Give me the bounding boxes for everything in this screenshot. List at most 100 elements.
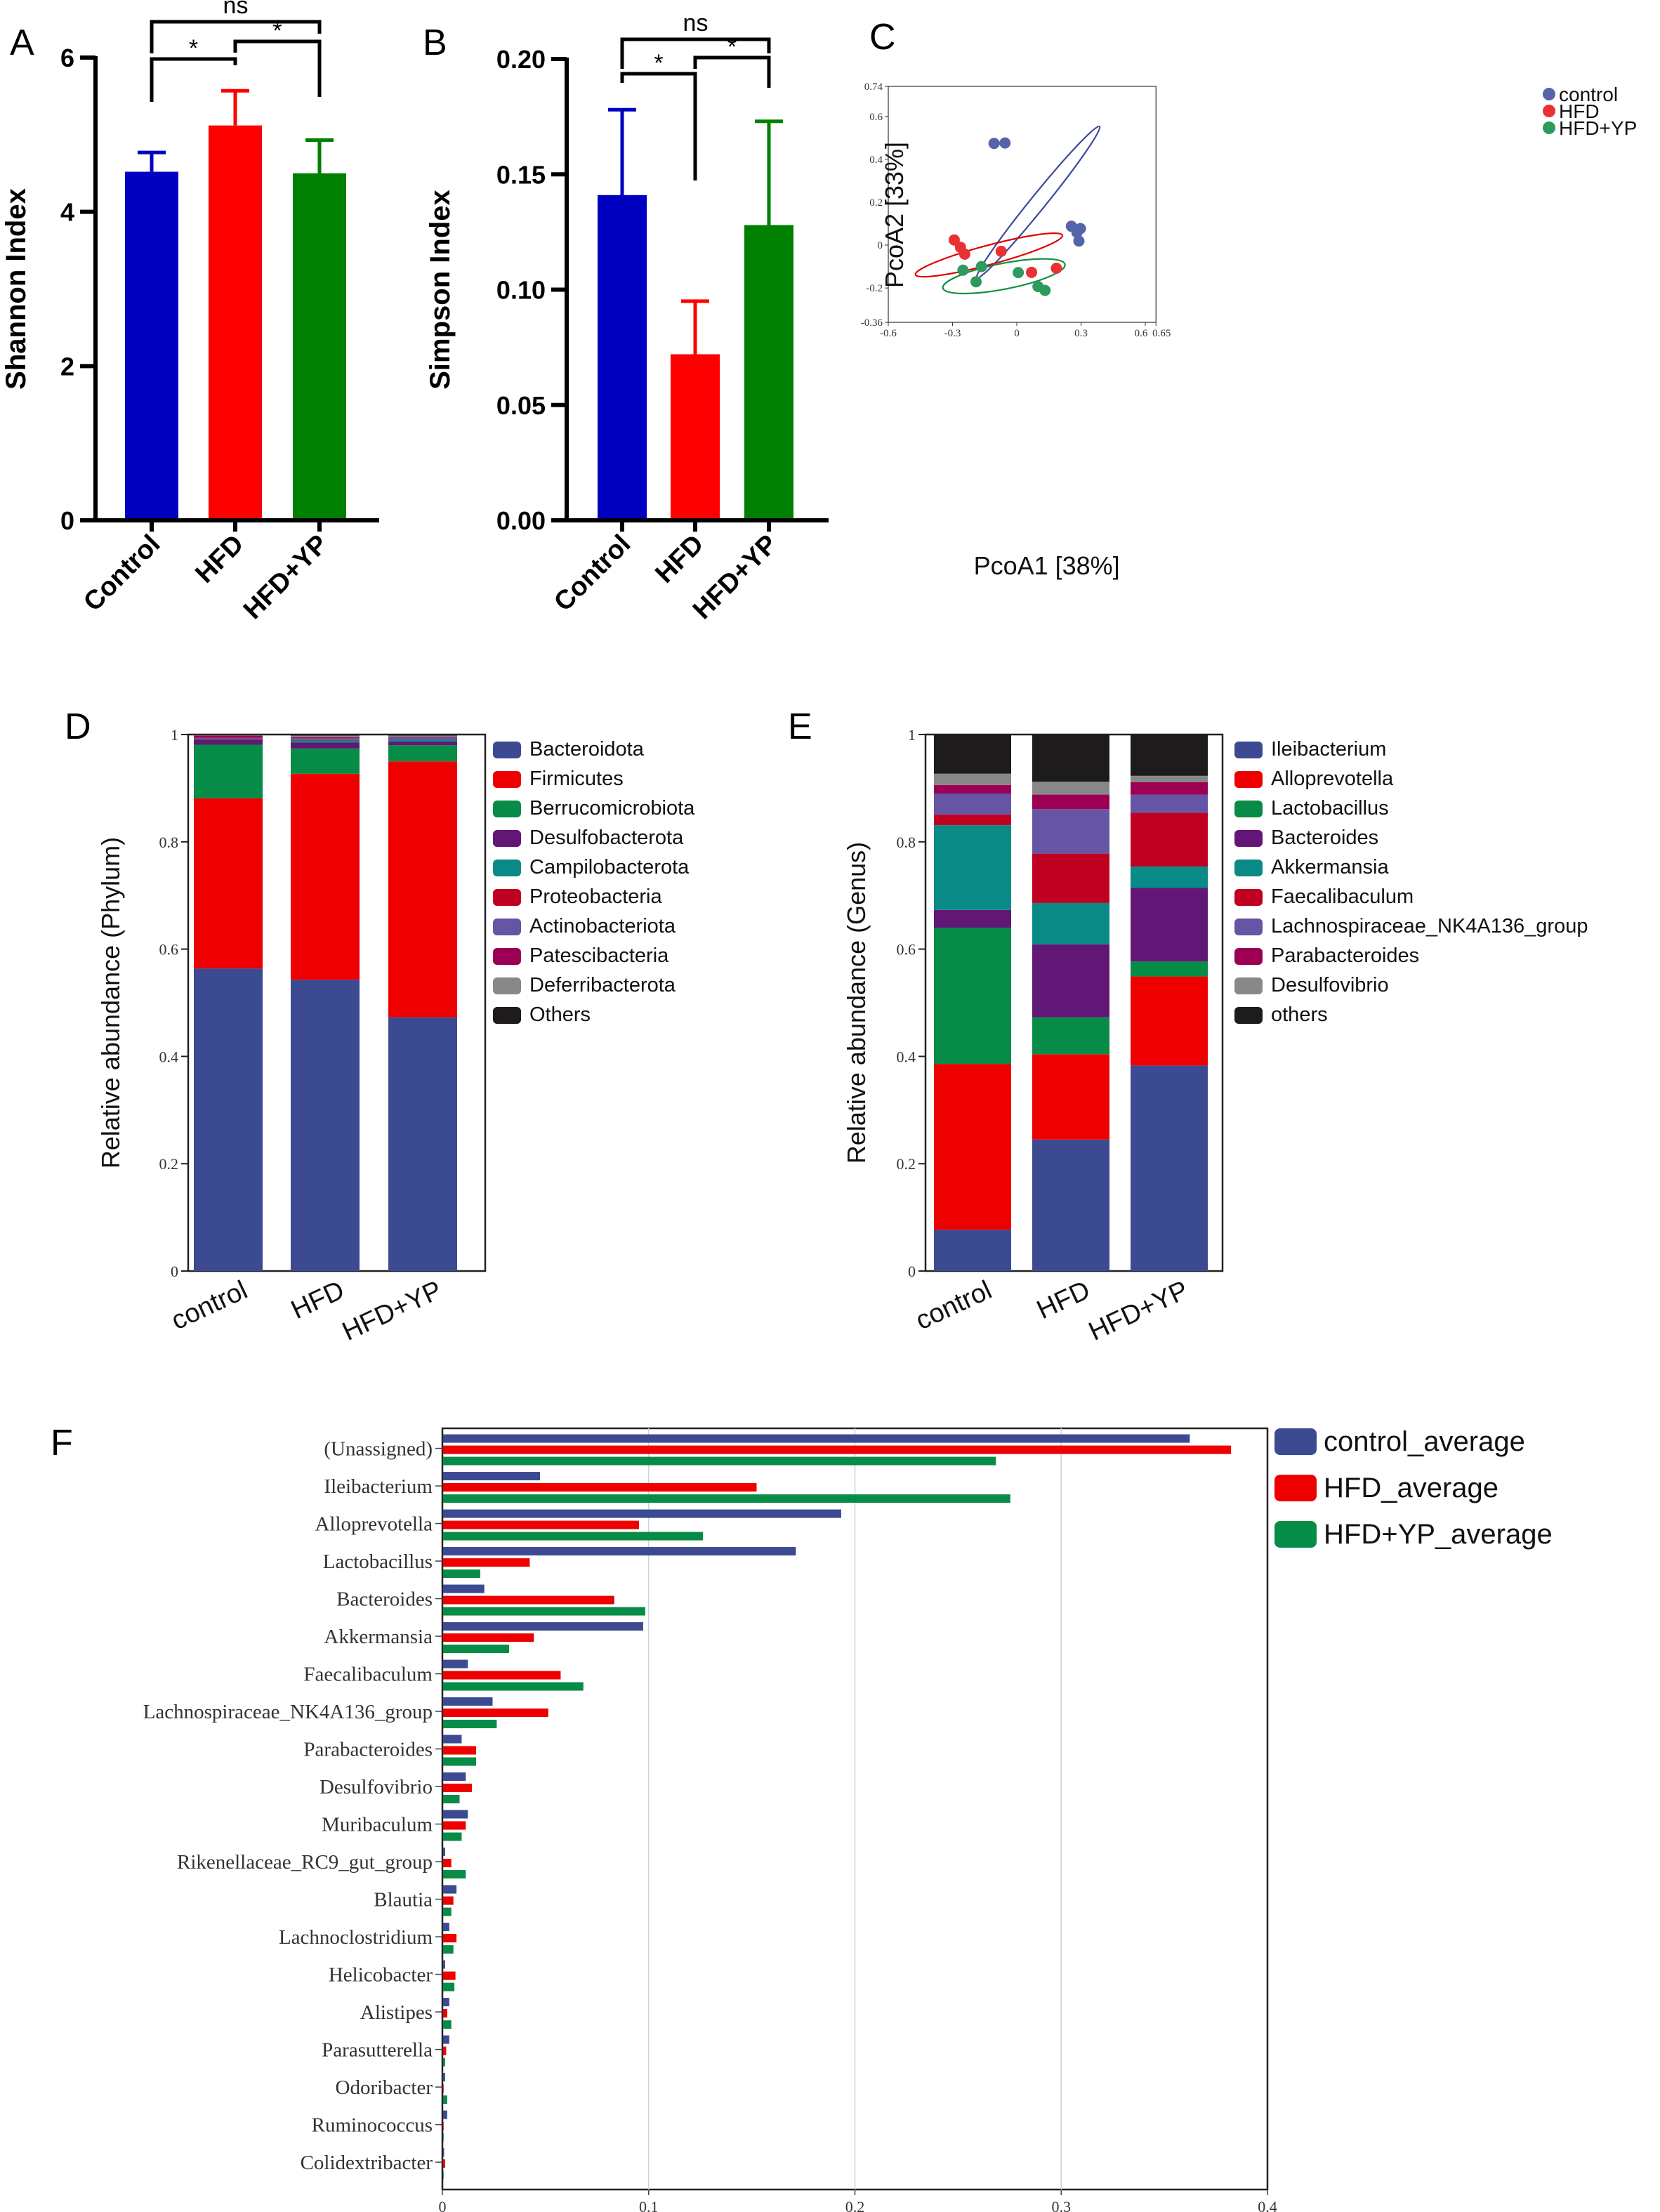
- stacked-segment-lactobacillus: [934, 928, 1011, 1065]
- category-label-akkermansia: Akkermansia: [324, 1626, 433, 1648]
- data-point-hfd: [1026, 266, 1038, 278]
- category-label-odoribacter: Odoribacter: [336, 2076, 433, 2099]
- stacked-segment-others: [388, 735, 457, 736]
- category-label-bacteroides: Bacteroides: [336, 1588, 433, 1611]
- stacked-segment-deferribacterota: [388, 735, 457, 737]
- bar-hfd-yp-average: [443, 2058, 445, 2067]
- significance-bracket: [620, 72, 697, 180]
- stacked-segment-alloprevotella: [934, 1064, 1011, 1230]
- bar-hfd-average: [443, 2009, 447, 2018]
- bar-hfd-yp-average: [443, 1532, 704, 1541]
- genus-average-horizontal-bar-chart: 0 0.1 0.2 0.3 0.4 (Unassigned) Ileibacterium Al…: [143, 1426, 1553, 2212]
- x-tick-label-hfd-yp: HFD+YP: [238, 529, 334, 625]
- legend-swatch-ileibacterium: [1234, 742, 1263, 758]
- stacked-segment-bacteroides: [1032, 944, 1109, 1018]
- bar-hfd-average: [443, 1821, 466, 1830]
- x-tick-label-hfd: HFD: [286, 1275, 349, 1325]
- bar-hfd-average: [443, 1483, 757, 1492]
- stacked-segment-parabacteroides: [1131, 782, 1208, 795]
- stacked-segment-bacteroidota: [194, 968, 263, 1271]
- y-tick-label: 0: [60, 506, 74, 535]
- legend-label-deferribacterota: Deferribacterota: [529, 974, 676, 996]
- stacked-segment-desulfobacterota: [291, 742, 360, 749]
- simpson-index-chart: 0.00 0.05 0.10 0.15 0.20 Simpson Index Control…: [425, 10, 829, 625]
- category-label-helicobacter: Helicobacter: [329, 1964, 433, 1987]
- y-tick-label: 0: [171, 1263, 178, 1280]
- significance-bracket: [150, 20, 322, 53]
- legend-label-bacteroidota: Bacteroidota: [529, 738, 645, 761]
- y-tick-label: 0.00: [496, 506, 546, 535]
- category-label-colidextribacter: Colidextribacter: [301, 2152, 433, 2174]
- stacked-segment-ileibacterium: [934, 1230, 1011, 1271]
- significance-bracket: [233, 39, 322, 97]
- category-label-ruminococcus: Ruminococcus: [312, 2114, 433, 2137]
- legend-label-firmicutes: Firmicutes: [529, 768, 624, 790]
- bar-hfd-average: [443, 1934, 457, 1943]
- significance-label: *: [654, 50, 663, 77]
- category-label-parasutterella: Parasutterella: [322, 2039, 433, 2062]
- legend-swatch-others: [493, 1007, 521, 1024]
- legend-swatch-faecalibaculum: [1234, 889, 1263, 906]
- stacked-segment-akkermansia: [1131, 866, 1208, 888]
- bar-hfd-average: [443, 1971, 456, 1980]
- legend-label-alloprevotella: Alloprevotella: [1271, 768, 1394, 790]
- stacked-segment-lactobacillus: [1131, 961, 1208, 977]
- bar-hfd-average: [443, 2121, 444, 2131]
- stacked-segment-firmicutes: [388, 761, 457, 1018]
- legend-label-desulfobacterota: Desulfobacterota: [529, 827, 684, 849]
- stacked-segment-desulfovibrio: [1032, 782, 1109, 795]
- bar-control-average: [443, 1998, 449, 2007]
- panel-letter-c: C: [869, 17, 896, 58]
- bar-hfd-average: [443, 1859, 452, 1868]
- confidence-ellipse-hfd-yp: [942, 258, 1066, 295]
- y-tick-label: -0.36: [861, 317, 883, 329]
- bar-control-average: [443, 1622, 643, 1631]
- stacked-segment-berrucomicrobiota: [194, 744, 263, 798]
- x-tick-label-control: control: [911, 1275, 996, 1336]
- bar-control-average: [443, 1734, 462, 1744]
- legend-swatch-control-average: [1274, 1428, 1317, 1455]
- y-tick-label: 0.2: [869, 197, 883, 209]
- stacked-segment-berrucomicrobiota: [388, 745, 457, 762]
- data-point-hfd-yp: [957, 264, 969, 276]
- stacked-segment-proteobacteria: [291, 739, 360, 741]
- legend-swatch-parabacteroides: [1234, 948, 1263, 965]
- legend-label-patescibacteria: Patescibacteria: [529, 944, 669, 967]
- bar-hfd-average: [443, 1595, 614, 1605]
- bar-hfd-yp-average: [443, 1607, 645, 1616]
- legend-swatch-lachnospiraceae-nk4a136-group: [1234, 919, 1263, 935]
- legend-swatch-hfd-average: [1274, 1475, 1317, 1501]
- stacked-segment-patescibacteria: [291, 737, 360, 739]
- y-tick-label: 0.2: [897, 1155, 916, 1173]
- legend-marker-hfd: [1543, 105, 1555, 117]
- data-point-hfd-yp: [970, 276, 982, 288]
- x-tick-label: 0.2: [845, 2198, 865, 2212]
- stacked-segment-actinobacteriota: [388, 737, 457, 739]
- bar-hfd-yp-average: [443, 1832, 462, 1841]
- legend-marker-hfd-yp: [1543, 121, 1555, 134]
- legend-label-actinobacteriota: Actinobacteriota: [529, 915, 676, 937]
- x-tick-label-control: Control: [78, 529, 166, 617]
- bar-hfd-yp: [293, 173, 346, 518]
- x-tick-label: 0.3: [1052, 2198, 1072, 2212]
- bar-hfd-yp-average: [443, 2020, 452, 2029]
- bar-hfd-yp-average: [443, 1907, 452, 1916]
- bar-control-average: [443, 1923, 449, 1932]
- stacked-segment-proteobacteria: [194, 738, 263, 739]
- significance-label: *: [272, 18, 282, 44]
- bar-control-average: [443, 1472, 541, 1481]
- stacked-segment-akkermansia: [1032, 902, 1109, 944]
- stacked-segment-bacteroides: [1131, 888, 1208, 962]
- bar-hfd-average: [443, 2084, 444, 2093]
- panel-letter-e: E: [788, 706, 812, 747]
- y-tick-label: 0.8: [159, 834, 179, 851]
- bar-hfd-average: [443, 2046, 447, 2055]
- y-tick-label: 1: [171, 726, 178, 744]
- x-tick-label-hfd: HFD: [650, 529, 709, 589]
- legend-swatch-desulfobacterota: [493, 830, 521, 847]
- legend-label-akkermansia: Akkermansia: [1271, 856, 1389, 878]
- bar-hfd-average: [443, 1746, 476, 1755]
- data-point-control: [988, 138, 1000, 150]
- stacked-segment-lachnospiraceae-nk4a136-group: [1131, 794, 1208, 813]
- x-tick-label: 0.6: [1135, 328, 1148, 339]
